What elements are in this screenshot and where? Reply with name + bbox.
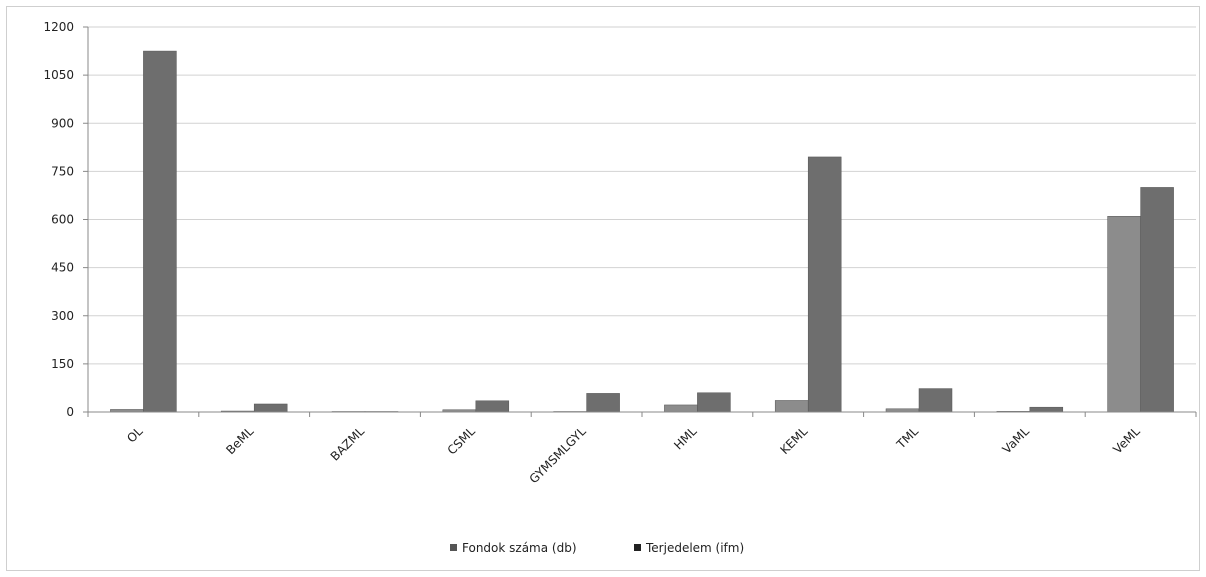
- x-tick-label: TML: [893, 424, 921, 452]
- bar-terjedelem-vaml: [1029, 406, 1064, 413]
- x-tick-label: KEML: [777, 424, 810, 457]
- gridlines: [88, 26, 1196, 413]
- legend-label: Terjedelem (ifm): [645, 541, 744, 555]
- x-tick-label: CSML: [445, 424, 478, 457]
- y-tick-label: 300: [51, 309, 74, 323]
- y-tick-label: 900: [51, 116, 74, 130]
- y-axis: 0 150 300 450 600 750 900 1050 1200: [43, 20, 89, 419]
- x-tick-label: VeML: [1110, 424, 1143, 457]
- bar-terjedelem-keml: [807, 156, 842, 413]
- x-axis: OL BeML BAZML CSML GYMSMLGYL HML KEML TML VaML Ve…: [87, 411, 1197, 486]
- bar-terjedelem-gymsmlgyl: [586, 393, 620, 413]
- y-tick-label: 0: [66, 405, 74, 419]
- bar-terjedelem-veml: [1140, 187, 1174, 413]
- bar-terjedelem-hml: [697, 392, 731, 413]
- bar-terjedelem-tml: [918, 388, 953, 413]
- bar-terjedelem-ol: [143, 50, 177, 413]
- x-tick-label: HML: [671, 424, 700, 453]
- bar-terjedelem-beml: [253, 403, 288, 413]
- y-tick-label: 1050: [43, 68, 74, 82]
- chart-frame: [6, 6, 1200, 571]
- x-tick-label: VaML: [1000, 424, 1033, 457]
- bar-fondok-hml: [664, 404, 698, 413]
- bars: [110, 50, 1174, 413]
- legend-label: Fondok száma (db): [462, 541, 577, 555]
- x-tick-label: BAZML: [328, 424, 368, 464]
- x-tick-label: BeML: [223, 424, 256, 457]
- y-tick-label: 600: [51, 213, 74, 227]
- legend-swatch: [450, 544, 457, 551]
- y-tick-label: 1200: [43, 20, 74, 34]
- y-tick-label: 150: [51, 357, 74, 371]
- bar-terjedelem-csml: [475, 400, 510, 413]
- y-tick-label: 450: [51, 261, 74, 275]
- x-tick-label: GYMSMLGYL: [527, 424, 589, 486]
- legend: Fondok száma (db) Terjedelem (ifm): [450, 541, 744, 555]
- x-tick-label: OL: [124, 424, 146, 446]
- bar-fondok-veml: [1107, 216, 1141, 413]
- y-tick-label: 750: [51, 164, 74, 178]
- bar-fondok-keml: [774, 400, 809, 413]
- legend-swatch: [634, 544, 641, 551]
